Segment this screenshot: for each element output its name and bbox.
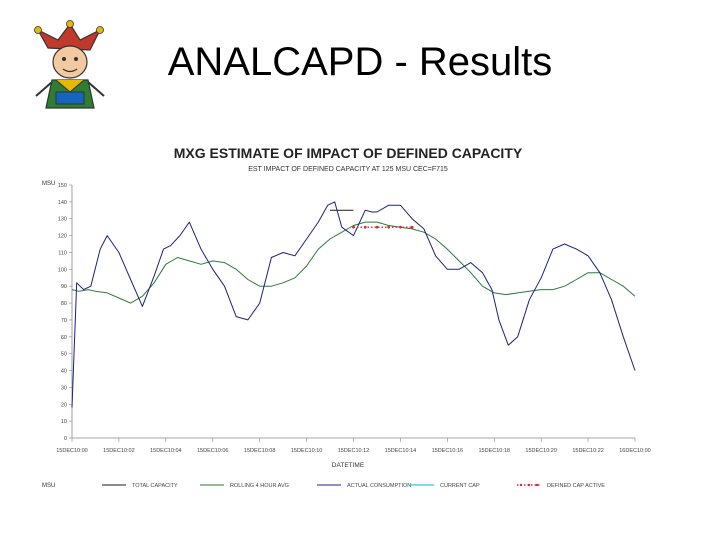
legend: MSU TOTAL CAPACITY ROLLING 4 HOUR AVG ACTU… <box>42 483 605 489</box>
y-tick-label: 20 <box>61 402 67 408</box>
series-point-4 <box>399 225 402 229</box>
x-tick-label: 15DEC10:10 <box>291 448 323 454</box>
y-tick-label: 0 <box>64 436 67 442</box>
legend-label-1: ROLLING 4 HOUR AVG <box>230 483 289 489</box>
y-tick-label: 80 <box>61 301 67 307</box>
series-point-4 <box>363 225 367 229</box>
slide-title: ANALCAPD - Results <box>167 40 553 84</box>
series-point-4 <box>387 225 391 229</box>
legend-marker-4 <box>519 483 523 487</box>
y-tick-label: 90 <box>61 284 67 290</box>
x-tick-label: 15DEC10:12 <box>338 448 370 454</box>
legend-label-0: TOTAL CAPACITY <box>132 483 178 489</box>
x-tick-label: 15DEC10:02 <box>103 448 134 454</box>
y-tick-label: 120 <box>58 234 67 240</box>
x-tick-label: 15DEC10:16 <box>432 448 464 454</box>
chart-subtitle: EST IMPACT OF DEFINED CAPACITY AT 125 MS… <box>248 166 448 173</box>
y-tick-label: 70 <box>61 318 67 324</box>
x-tick-label: 15DEC10:06 <box>197 448 229 454</box>
legend-marker-4 <box>527 483 531 487</box>
y-tick-label: 140 <box>58 200 67 206</box>
x-tick-label: 15DEC10:04 <box>150 448 182 454</box>
x-tick-label: 15DEC10:08 <box>244 448 276 454</box>
legend-label-4: DEFINED CAP ACTIVE <box>547 483 605 489</box>
series-line-1 <box>71 221 636 304</box>
y-tick-label: 60 <box>61 335 67 341</box>
series-point-4 <box>375 225 379 229</box>
legend-label-2: ACTUAL CONSUMPTION <box>347 483 411 489</box>
y-tick-label: 30 <box>61 385 67 391</box>
y-axis-label: MSU <box>42 181 55 187</box>
series-lines <box>71 201 636 408</box>
x-tick-label: 15DEC10:00 <box>56 448 88 454</box>
y-tick-label: 110 <box>58 250 67 256</box>
x-tick-label: 16DEC10:00 <box>619 448 651 454</box>
x-axis-label: DATETIME <box>332 462 365 469</box>
x-tick-label: 15DEC10:14 <box>385 448 417 454</box>
x-tick-label: 15DEC10:20 <box>525 448 557 454</box>
y-tick-label: 10 <box>61 419 67 425</box>
capacity-line-chart: MXG ESTIMATE OF IMPACT OF DEFINED CAPACI… <box>30 135 690 505</box>
legend-title: MSU <box>42 483 55 489</box>
x-tick-label: 15DEC10:22 <box>572 448 604 454</box>
y-tick-label: 50 <box>61 352 67 358</box>
series-point-4 <box>410 225 414 229</box>
legend-label-3: CURRENT CAP <box>440 483 480 489</box>
series-point-4 <box>352 225 355 229</box>
chart-title: MXG ESTIMATE OF IMPACT OF DEFINED CAPACI… <box>174 145 523 161</box>
x-axis-ticks: 15DEC10:00 15DEC10:02 15DEC10:04 15DEC10:06… <box>56 438 651 454</box>
legend-marker-4 <box>535 483 539 487</box>
y-axis-ticks: 0 10 20 30 40 50 60 70 80 90 100 110 120 130 140 150 <box>58 183 72 442</box>
y-tick-label: 150 <box>58 183 67 189</box>
jester-logo-icon <box>28 18 112 110</box>
series-line-2 <box>71 201 636 408</box>
y-tick-label: 130 <box>58 217 67 223</box>
plot-frame <box>71 185 635 439</box>
y-tick-label: 100 <box>58 267 67 273</box>
x-tick-label: 15DEC10:18 <box>479 448 511 454</box>
y-tick-label: 40 <box>61 369 67 375</box>
